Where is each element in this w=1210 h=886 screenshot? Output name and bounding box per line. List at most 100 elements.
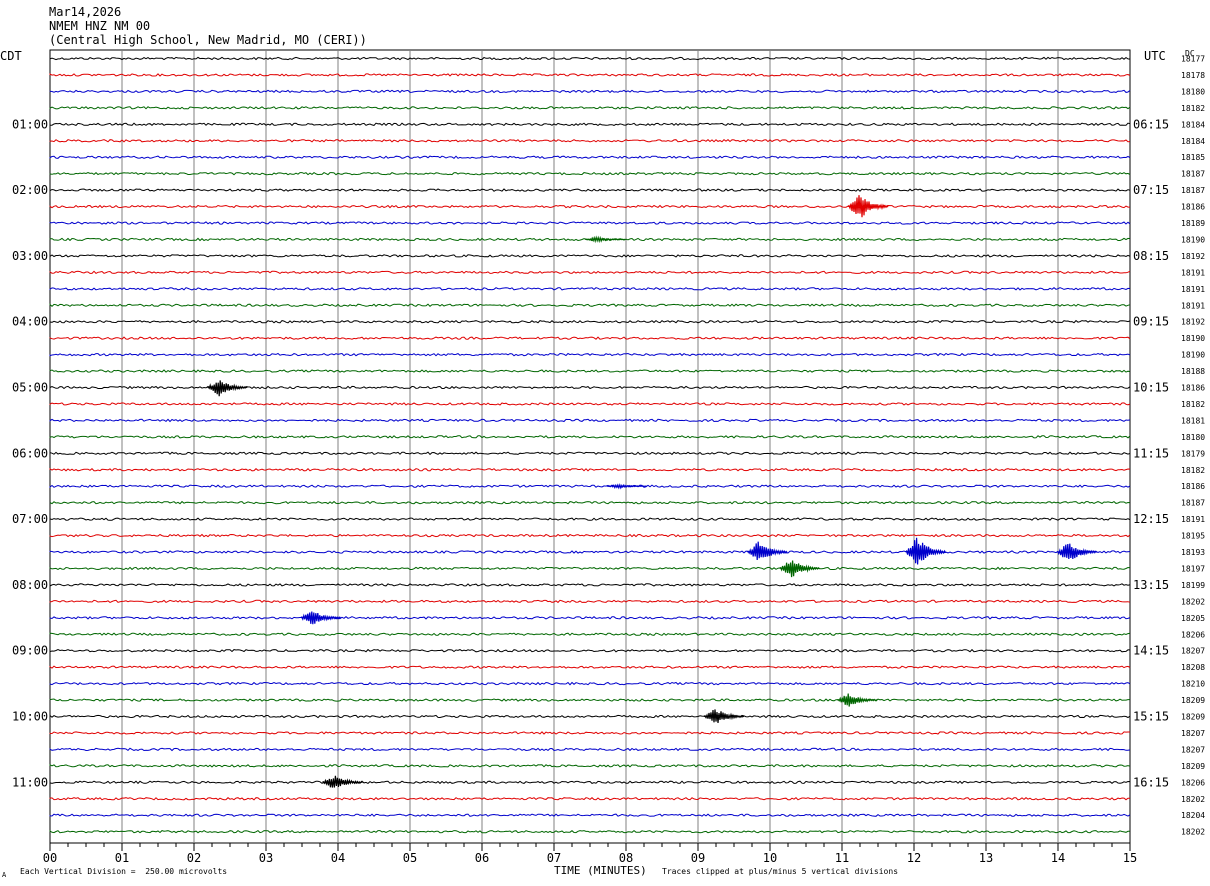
trace-row <box>49 698 1130 702</box>
trace-row <box>49 369 1131 373</box>
dc-offset-label: 18188 <box>1181 367 1205 376</box>
dc-offset-label: 18190 <box>1181 334 1205 343</box>
seismic-event <box>905 537 947 565</box>
header-station: NMEM HNZ NM 00 <box>49 19 151 33</box>
trace-row <box>49 319 1131 324</box>
dc-offset-label: 18202 <box>1181 597 1205 606</box>
dc-offset-label: 18210 <box>1181 680 1205 689</box>
seismic-event <box>779 560 821 578</box>
left-hour-label: 07:00 <box>12 512 48 526</box>
corner-mark: A <box>2 871 7 879</box>
right-hour-label: 09:15 <box>1133 315 1169 329</box>
dc-offset-label: 18202 <box>1181 795 1205 804</box>
x-tick-label: 02 <box>187 851 201 865</box>
dc-offset-label: 18182 <box>1181 466 1205 475</box>
trace-row <box>49 303 1131 307</box>
seismic-event <box>1056 543 1098 560</box>
right-hour-label: 08:15 <box>1133 249 1169 263</box>
right-hour-label: 16:15 <box>1133 775 1169 789</box>
dc-offset-label: 18209 <box>1181 713 1205 722</box>
trace-row <box>49 418 1131 423</box>
dc-offset-label: 18186 <box>1181 203 1205 212</box>
trace-row <box>49 550 1131 554</box>
trace-row <box>49 665 1131 669</box>
dc-label: DC <box>1185 49 1195 58</box>
trace-row <box>49 763 1131 768</box>
dc-offset-label: 18206 <box>1181 778 1205 787</box>
dc-offset-label: 18197 <box>1181 564 1205 573</box>
seismic-event <box>585 235 626 244</box>
dc-offset-label: 18182 <box>1181 400 1205 409</box>
left-hour-label: 11:00 <box>12 775 48 789</box>
trace-row <box>49 155 1131 159</box>
left-hour-label: 08:00 <box>12 578 48 592</box>
trace-row <box>49 517 1131 521</box>
x-tick-label: 10 <box>763 851 777 865</box>
right-hour-label: 13:15 <box>1133 578 1169 592</box>
dc-offset-label: 18178 <box>1181 71 1205 80</box>
trace-row <box>49 171 1131 176</box>
trace-row <box>49 188 1131 192</box>
right-hour-label: 10:15 <box>1133 381 1169 395</box>
right-hour-label: 15:15 <box>1133 710 1169 724</box>
dc-offset-label: 18186 <box>1181 482 1205 491</box>
dc-offset-label: 18209 <box>1181 696 1205 705</box>
dc-offset-label: 18191 <box>1181 515 1205 524</box>
trace-row <box>49 254 1131 258</box>
trace-row <box>49 599 1131 604</box>
trace-row <box>49 270 1131 275</box>
dc-offset-label: 18187 <box>1181 170 1205 179</box>
seismic-event <box>837 693 878 707</box>
x-tick-label: 12 <box>907 851 921 865</box>
x-axis-title: TIME (MINUTES) <box>554 864 647 877</box>
trace-row <box>49 533 1131 538</box>
trace-row <box>49 731 1130 735</box>
dc-offset-label: 18209 <box>1181 762 1205 771</box>
dc-offset-label: 18191 <box>1181 285 1205 294</box>
seismic-event <box>703 709 745 723</box>
dc-offset-label: 18180 <box>1181 87 1205 96</box>
x-tick-label: 11 <box>835 851 849 865</box>
dc-offset-label: 18184 <box>1181 137 1205 146</box>
dc-offset-label: 18190 <box>1181 235 1205 244</box>
right-hour-label: 06:15 <box>1133 117 1169 131</box>
trace-row <box>49 106 1131 110</box>
dc-offset-label: 18181 <box>1181 416 1205 425</box>
x-tick-label: 05 <box>403 851 417 865</box>
header-location: (Central High School, New Madrid, MO (CE… <box>49 33 367 47</box>
dc-offset-label: 18187 <box>1181 499 1205 508</box>
x-tick-label: 14 <box>1051 851 1065 865</box>
trace-row <box>49 500 1131 505</box>
trace-row <box>49 451 1131 456</box>
trace-row <box>49 204 1130 209</box>
clip-note: Traces clipped at plus/minus 5 vertical … <box>662 867 899 876</box>
x-tick-label: 00 <box>43 851 57 865</box>
trace-row <box>49 813 1131 817</box>
x-tick-label: 09 <box>691 851 705 865</box>
right-hour-label: 07:15 <box>1133 183 1169 197</box>
dc-offset-label: 18192 <box>1181 318 1205 327</box>
seismic-event <box>206 380 248 397</box>
dc-offset-label: 18177 <box>1181 55 1205 64</box>
trace-row <box>49 616 1131 620</box>
trace-row <box>49 73 1131 77</box>
dc-offset-label: 18190 <box>1181 351 1205 360</box>
left-timezone-label: CDT <box>0 49 22 63</box>
left-hour-label: 10:00 <box>12 710 48 724</box>
plot-frame <box>49 49 1131 844</box>
dc-offset-label: 18204 <box>1181 811 1205 820</box>
trace-row <box>49 681 1131 686</box>
dc-offset-label: 18193 <box>1181 548 1205 557</box>
trace-row <box>49 566 1131 571</box>
trace-row <box>49 780 1131 785</box>
dc-offset-label: 18182 <box>1181 104 1205 113</box>
left-hour-label: 06:00 <box>12 446 48 460</box>
dc-offset-label: 18191 <box>1181 268 1205 277</box>
x-tick-label: 13 <box>979 851 993 865</box>
trace-row <box>49 648 1131 653</box>
dc-offset-label: 18186 <box>1181 384 1205 393</box>
dc-offset-label: 18180 <box>1181 433 1205 442</box>
trace-row <box>49 287 1131 291</box>
left-hour-label: 09:00 <box>12 644 48 658</box>
